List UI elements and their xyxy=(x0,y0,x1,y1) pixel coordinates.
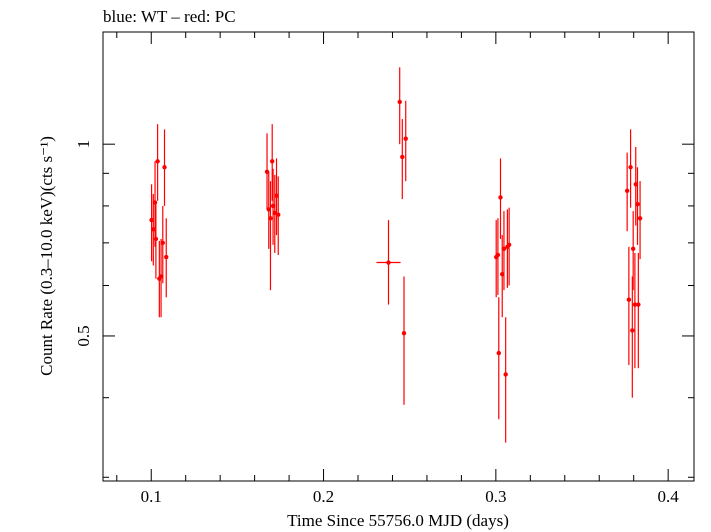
data-point xyxy=(635,167,640,245)
point-marker xyxy=(268,216,273,221)
point-marker xyxy=(633,182,638,187)
point-marker xyxy=(158,274,164,279)
data-point xyxy=(164,218,169,298)
x-tick-labels: 0.1 0.2 0.3 0.4 xyxy=(141,487,680,506)
x-tick-label: 0.2 xyxy=(313,487,334,506)
point-marker xyxy=(401,331,407,336)
point-marker xyxy=(498,195,503,200)
point-marker xyxy=(164,254,169,260)
data-point xyxy=(628,129,633,208)
data-point xyxy=(503,317,508,443)
point-marker xyxy=(264,169,270,174)
point-marker xyxy=(266,207,271,212)
data-point xyxy=(276,176,281,255)
y-tick-label: 0.5 xyxy=(74,325,93,346)
point-marker xyxy=(155,159,160,164)
data-point xyxy=(403,100,408,182)
data-point xyxy=(376,220,401,305)
axis-ticks xyxy=(103,32,694,481)
plot-frame xyxy=(102,31,695,482)
data-point xyxy=(630,211,636,291)
x-tick-label: 0.4 xyxy=(658,487,680,506)
x-axis-label: Time Since 55756.0 MJD (days) xyxy=(287,511,509,530)
data-point xyxy=(630,276,635,398)
point-marker xyxy=(272,210,277,216)
data-point xyxy=(637,181,643,260)
point-marker xyxy=(397,99,402,105)
data-point xyxy=(274,158,279,236)
data-point xyxy=(272,174,277,253)
point-marker xyxy=(495,252,501,258)
point-marker xyxy=(506,242,512,248)
point-marker xyxy=(628,165,633,170)
data-point xyxy=(624,152,630,232)
data-point xyxy=(400,119,405,200)
point-marker xyxy=(632,302,638,307)
data-point xyxy=(401,276,407,405)
data-point xyxy=(506,207,512,286)
point-marker xyxy=(270,159,275,164)
point-marker xyxy=(501,246,507,252)
point-marker xyxy=(496,350,501,356)
data-point xyxy=(626,246,632,366)
point-marker xyxy=(630,328,635,333)
point-marker xyxy=(637,216,643,221)
point-marker xyxy=(151,227,156,232)
x-tick-label: 0.3 xyxy=(485,487,506,506)
x-tick-label: 0.1 xyxy=(141,487,162,506)
point-marker xyxy=(152,200,158,205)
data-point xyxy=(149,184,154,262)
data-point xyxy=(270,124,275,201)
point-marker xyxy=(386,260,391,265)
data-point xyxy=(153,202,159,279)
data-point xyxy=(270,168,276,245)
data-point xyxy=(158,238,164,318)
point-marker xyxy=(276,212,281,217)
data-point xyxy=(266,171,271,249)
chart-title: blue: WT – red: PC xyxy=(103,7,236,26)
y-tick-label: 1 xyxy=(74,140,93,149)
point-marker xyxy=(630,246,636,252)
data-point xyxy=(636,252,641,369)
point-marker xyxy=(274,193,279,198)
point-marker xyxy=(160,240,165,246)
point-marker xyxy=(624,188,630,193)
point-marker xyxy=(153,236,159,242)
y-axis-label: Count Rate (0.3–10.0 keV)(cts s⁻¹) xyxy=(37,136,56,376)
data-point xyxy=(632,252,638,369)
data-points xyxy=(149,67,643,443)
data-point xyxy=(397,67,402,145)
data-point xyxy=(498,158,503,239)
point-marker xyxy=(635,201,640,207)
point-marker xyxy=(400,154,405,160)
data-point xyxy=(264,133,270,210)
point-marker xyxy=(149,217,154,223)
y-tick-labels: 0.51 xyxy=(74,140,93,347)
data-point xyxy=(501,211,507,291)
point-marker xyxy=(162,165,167,170)
point-marker xyxy=(636,302,641,307)
point-marker xyxy=(403,136,408,141)
point-marker xyxy=(270,203,276,209)
point-marker xyxy=(626,297,632,302)
point-marker xyxy=(500,272,505,277)
data-point xyxy=(151,194,156,266)
data-point xyxy=(162,129,167,206)
data-point xyxy=(496,297,501,420)
point-marker xyxy=(503,372,508,377)
data-point xyxy=(160,205,165,284)
data-point xyxy=(495,218,501,295)
data-point xyxy=(633,146,638,226)
data-point xyxy=(155,124,160,201)
data-point xyxy=(268,181,273,291)
